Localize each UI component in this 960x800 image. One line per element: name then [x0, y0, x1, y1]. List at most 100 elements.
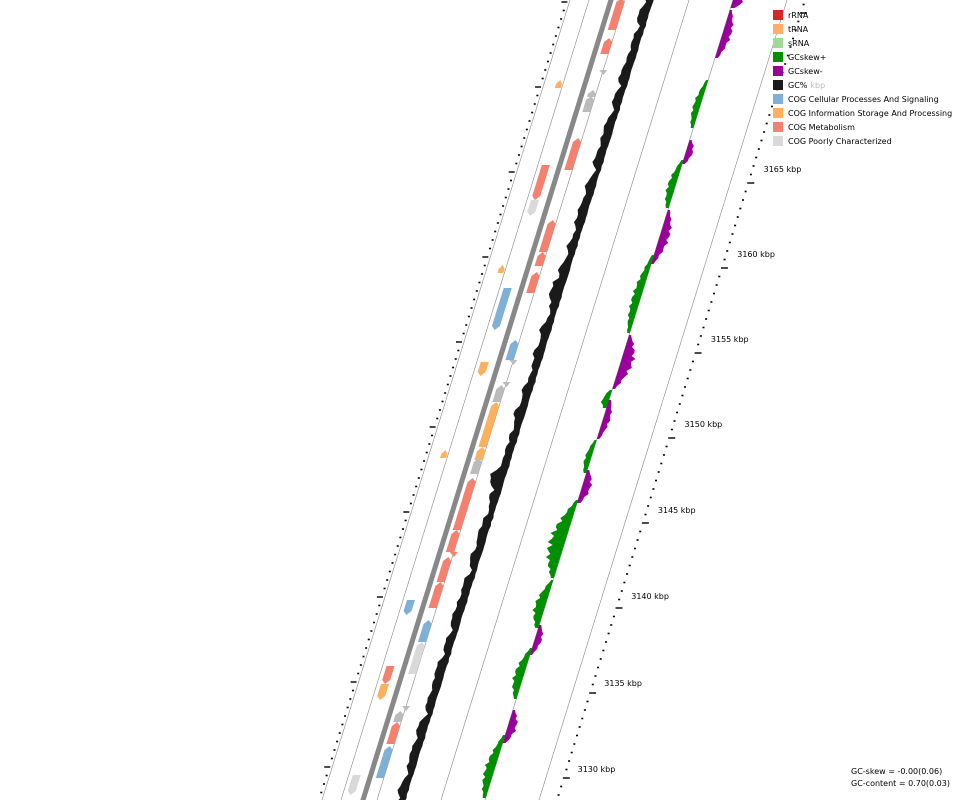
legend-label-cog-information: COG Information Storage And Processing [788, 108, 953, 118]
track-guide-line [321, 0, 571, 800]
gc-skew-positive-band [532, 580, 554, 628]
gene-feature [440, 450, 448, 458]
rna-marker [502, 382, 511, 387]
legend-item-gcskew-positive: GCskew+ [773, 50, 952, 64]
gene-feature [600, 38, 612, 54]
genome-stats: GC-skew = -0.00(0.06) GC-content = 0.70(… [851, 766, 950, 790]
scale-label-3165-kbp: 3165 kbp [764, 165, 802, 174]
gc-skew-positive-band [627, 255, 654, 333]
gene-feature [393, 711, 404, 722]
legend-item-gcskew-negative: GCskew- [773, 64, 952, 78]
gene-feature [554, 80, 562, 88]
legend-swatch-gcskew-positive [773, 52, 783, 62]
legend-item-cog-cellular: COG Cellular Processes And Signaling [773, 92, 952, 106]
scale-label-3135-kbp: 3135 kbp [604, 679, 642, 688]
gc-skew-negative-band [651, 210, 672, 264]
legend-item-cog-metabolism: COG Metabolism [773, 120, 952, 134]
gene-feature [452, 478, 476, 530]
legend-swatch-rrna [773, 10, 783, 20]
legend-label-gcskew-positive: GCskew+ [788, 52, 827, 62]
legend-item-cog-information: COG Information Storage And Processing [773, 106, 952, 120]
scale-label-3160-kbp: 3160 kbp [737, 250, 775, 259]
legend-label-rrna: rRNA [788, 10, 809, 20]
legend-swatch-cog-cellular [773, 94, 783, 104]
gene-feature [386, 722, 400, 744]
legend-label-srna: sRNA [788, 38, 810, 48]
gene-feature [478, 402, 500, 447]
legend-swatch-trna [773, 24, 783, 34]
rna-marker [449, 552, 458, 557]
gene-feature [505, 340, 519, 360]
gene-feature [538, 220, 556, 252]
gene-feature [564, 138, 581, 170]
legend-item-rrna: rRNA [773, 8, 952, 22]
gc-skew-positive-band [664, 160, 684, 208]
scale-label-3130-kbp: 3130 kbp [578, 765, 616, 774]
gene-feature [474, 447, 486, 460]
legend-item-gc-content: GC% kbp [773, 78, 952, 92]
gene-feature [527, 200, 539, 216]
gene-feature [382, 666, 395, 684]
gc-skew-positive-band [512, 648, 533, 699]
gene-feature [497, 265, 505, 273]
track-guide-line [440, 0, 690, 800]
legend-item-trna: tRNA [773, 22, 952, 36]
rna-marker [402, 706, 411, 711]
legend-label-trna: tRNA [788, 24, 809, 34]
gc-skew-stat: GC-skew = -0.00(0.06) [851, 767, 943, 776]
gene-feature [375, 746, 393, 778]
gene-feature [492, 385, 505, 402]
gc-skew-negative-band [682, 140, 694, 164]
gc-content-plot [397, 0, 654, 800]
legend-label-cog-metabolism: COG Metabolism [788, 122, 855, 132]
gc-content-stat: GC-content = 0.70(0.03) [851, 779, 950, 788]
gene-feature [532, 165, 550, 200]
legend-swatch-cog-poorly-characterized [773, 136, 783, 146]
gene-feature [477, 362, 489, 376]
gc-skew-negative-band [596, 400, 613, 439]
legend: rRNA tRNA sRNA GCskew+ GCskew- GC% kbp C… [773, 8, 952, 148]
rna-marker [509, 360, 518, 365]
legend-item-srna: sRNA [773, 36, 952, 50]
gene-feature [491, 288, 512, 330]
gc-skew-negative-band [612, 335, 636, 389]
track-guide-line [340, 0, 590, 800]
gene-feature [534, 252, 546, 266]
gene-feature [582, 96, 594, 112]
gc-skew-negative-band [530, 625, 544, 655]
gene-feature [436, 557, 452, 582]
gene-feature [377, 684, 389, 700]
scale-label-3150-kbp: 3150 kbp [685, 420, 723, 429]
gc-skew-positive-band [690, 80, 709, 128]
rna-marker [599, 70, 608, 75]
legend-label-gc-content: GC% [788, 80, 808, 90]
scale-label-3155-kbp: 3155 kbp [711, 335, 749, 344]
gene-feature [417, 620, 432, 642]
legend-label-cog-cellular: COG Cellular Processes And Signaling [788, 94, 939, 104]
scale-label-3140-kbp: 3140 kbp [631, 592, 669, 601]
genome-backbone [360, 0, 614, 800]
gene-feature [586, 90, 596, 97]
track-guide-line [538, 0, 788, 800]
gene-feature [347, 775, 361, 795]
legend-ghost-kbp: kbp [810, 80, 826, 90]
gene-feature [526, 272, 540, 293]
gene-feature [428, 582, 444, 608]
legend-swatch-gcskew-negative [773, 66, 783, 76]
gene-feature [445, 530, 460, 552]
legend-label-gcskew-negative: GCskew- [788, 66, 823, 76]
gc-skew-positive-band [481, 735, 506, 798]
scale-label-3145-kbp: 3145 kbp [658, 506, 696, 515]
gene-feature [470, 458, 482, 474]
gene-feature [408, 642, 425, 674]
gene-feature [403, 600, 415, 615]
gene-feature [607, 0, 625, 30]
legend-swatch-cog-information [773, 108, 783, 118]
legend-swatch-cog-metabolism [773, 122, 783, 132]
gc-skew-negative-band [715, 10, 734, 58]
gc-skew-negative-band [730, 0, 743, 8]
legend-item-cog-poorly-characterized: COG Poorly Characterized [773, 134, 952, 148]
gc-skew-negative-band [502, 710, 518, 743]
legend-swatch-gc-content [773, 80, 783, 90]
gc-skew-positive-band [545, 500, 578, 578]
